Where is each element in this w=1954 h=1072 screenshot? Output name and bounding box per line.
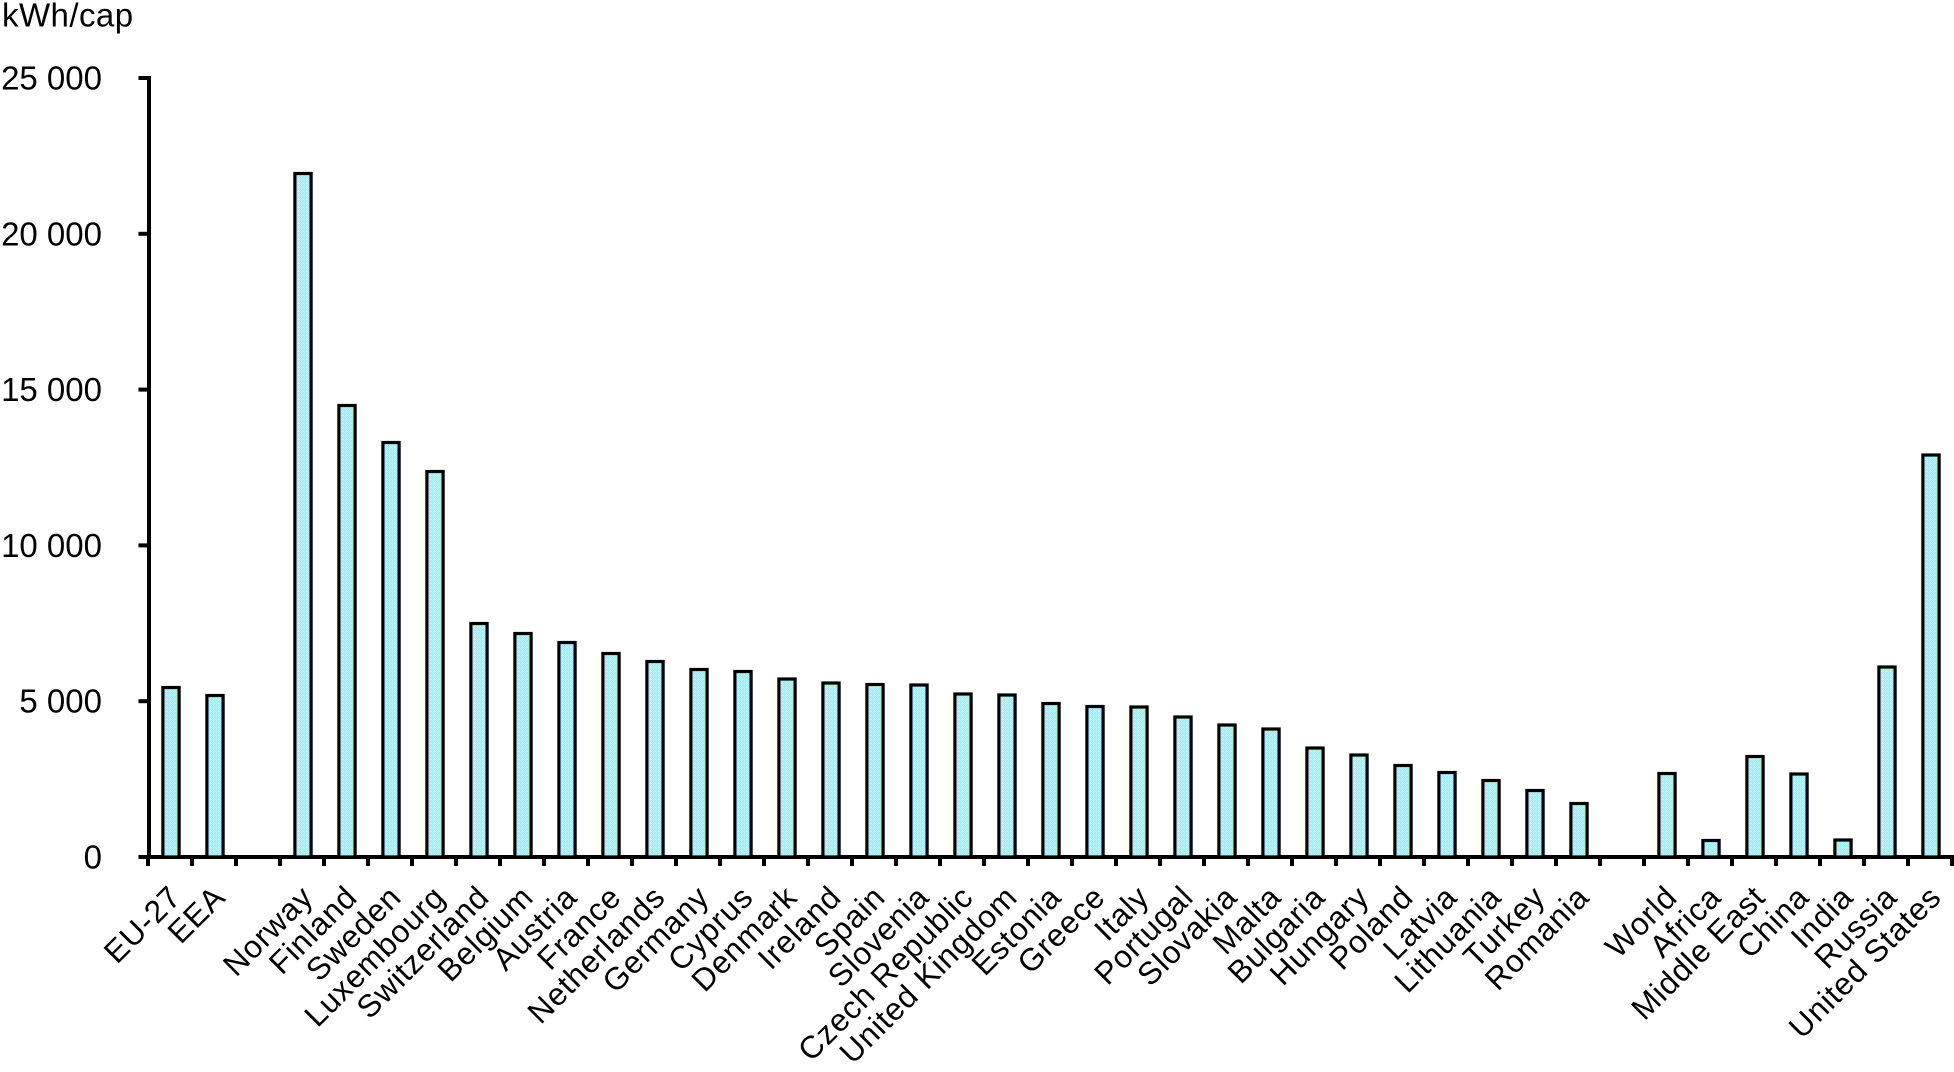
svg-text:0: 0 (84, 839, 102, 876)
svg-text:10 000: 10 000 (1, 527, 102, 564)
svg-text:20 000: 20 000 (1, 215, 102, 252)
svg-text:5 000: 5 000 (19, 683, 102, 720)
svg-text:kWh/cap: kWh/cap (2, 0, 134, 34)
svg-text:15 000: 15 000 (1, 371, 102, 408)
svg-text:25 000: 25 000 (1, 60, 102, 97)
